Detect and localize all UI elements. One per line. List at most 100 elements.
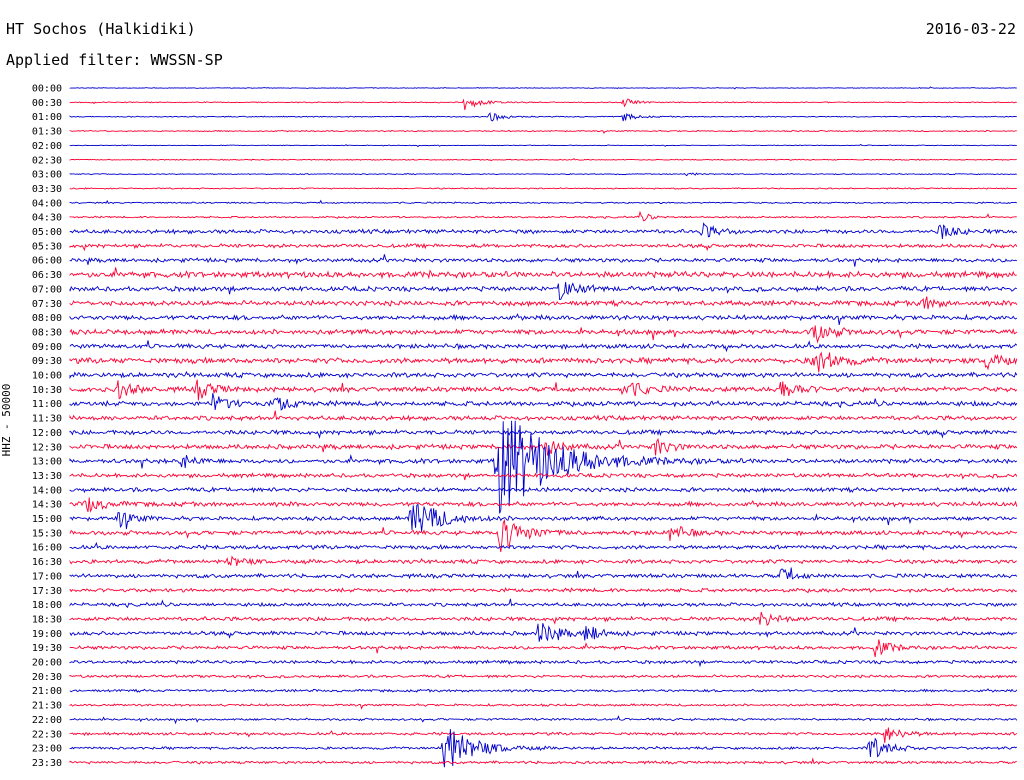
time-tick-label: 06:00 [32, 256, 62, 267]
time-tick-label: 07:00 [32, 284, 62, 295]
trace-0100 [69, 112, 1017, 122]
trace-2200 [69, 715, 1018, 725]
trace-1030 [69, 379, 1018, 401]
time-tick-label: 17:30 [32, 586, 62, 597]
time-tick-label: 20:00 [32, 658, 62, 669]
filter-label: Applied filter: WWSSN-SP [6, 51, 223, 69]
trace-0200 [69, 143, 1017, 148]
trace-1230 [69, 437, 1018, 456]
time-tick-label: 09:30 [32, 356, 62, 367]
time-tick-label: 08:30 [32, 327, 62, 338]
time-tick-label: 18:30 [32, 614, 62, 625]
time-tick-label: 05:30 [32, 241, 62, 252]
time-tick-label: 02:00 [32, 141, 62, 152]
trace-1530 [69, 518, 1018, 553]
trace-1130 [69, 410, 1017, 422]
trace-0830 [69, 325, 1018, 344]
trace-1930 [69, 639, 1018, 658]
trace-2300 [69, 729, 1018, 768]
time-tick-label: 22:30 [32, 729, 62, 740]
time-tick-label: 18:00 [32, 600, 62, 611]
trace-1830 [69, 611, 1018, 626]
date-label: 2016-03-22 [925, 20, 1016, 38]
time-tick-label: 09:00 [32, 342, 62, 353]
trace-2330 [69, 757, 1017, 765]
trace-0900 [69, 340, 1018, 353]
trace-1630 [69, 555, 1017, 566]
time-tick-label: 11:00 [32, 399, 62, 410]
trace-0930 [69, 351, 1018, 373]
trace-1100 [69, 393, 1018, 411]
trace-1600 [69, 541, 1018, 551]
trace-0700 [69, 281, 1018, 301]
trace-0730 [69, 296, 1018, 310]
time-tick-label: 00:30 [32, 98, 62, 109]
trace-1430 [69, 497, 1018, 513]
trace-1400 [69, 486, 1017, 494]
trace-0530 [69, 242, 1018, 252]
trace-0000 [69, 86, 1017, 90]
time-tick-label: 21:30 [32, 701, 62, 712]
time-tick-label: 16:30 [32, 557, 62, 568]
time-tick-label: 05:00 [32, 227, 62, 238]
trace-2100 [69, 688, 1018, 693]
trace-1800 [69, 598, 1018, 608]
time-tick-label: 19:00 [32, 629, 62, 640]
time-tick-label: 03:00 [32, 170, 62, 181]
trace-1000 [69, 370, 1018, 380]
time-tick-label: 00:00 [32, 84, 62, 95]
trace-0430 [69, 210, 1017, 222]
time-tick-label: 06:30 [32, 270, 62, 281]
time-tick-label: 04:00 [32, 198, 62, 209]
trace-0330 [69, 187, 1017, 190]
time-tick-label: 12:00 [32, 428, 62, 439]
trace-1300 [69, 420, 1018, 514]
time-tick-label: 14:00 [32, 485, 62, 496]
time-tick-label: 08:00 [32, 313, 62, 324]
trace-0500 [69, 222, 1018, 240]
time-tick-label: 01:30 [32, 127, 62, 138]
time-tick-label: 14:30 [32, 500, 62, 511]
trace-0630 [69, 267, 1017, 280]
time-tick-label: 03:30 [32, 184, 62, 195]
time-tick-label: 22:00 [32, 715, 62, 726]
time-tick-label: 23:30 [32, 758, 62, 769]
time-label-group: 00:00 00:30 01:00 01:30 02:00 02:30 03:00 03:30… [32, 84, 62, 769]
time-tick-label: 11:30 [32, 414, 62, 425]
time-tick-label: 16:00 [32, 543, 62, 554]
trace-1330 [69, 472, 1018, 481]
time-tick-label: 10:30 [32, 385, 62, 396]
time-tick-label: 04:30 [32, 213, 62, 224]
time-tick-label: 13:30 [32, 471, 62, 482]
trace-0600 [69, 254, 1018, 267]
trace-0030 [69, 98, 1017, 111]
trace-2130 [69, 703, 1018, 710]
trace-1730 [69, 587, 1018, 594]
trace-0800 [69, 313, 1018, 325]
time-tick-label: 23:00 [32, 744, 62, 755]
station-title: HT Sochos (Halkidiki) [6, 20, 196, 38]
trace-2000 [69, 659, 1018, 668]
channel-label: HHZ - 50000 [0, 383, 13, 457]
trace-2230 [69, 727, 1018, 743]
trace-1900 [69, 623, 1018, 642]
trace-1500 [69, 503, 1017, 532]
time-tick-label: 15:30 [32, 528, 62, 539]
time-tick-label: 21:00 [32, 686, 62, 697]
trace-1700 [69, 567, 1018, 580]
time-tick-label: 19:30 [32, 643, 62, 654]
trace-0400 [69, 199, 1018, 205]
time-tick-label: 07:30 [32, 299, 62, 310]
trace-group [69, 86, 1018, 768]
time-tick-label: 01:00 [32, 112, 62, 123]
time-tick-label: 13:00 [32, 457, 62, 468]
time-tick-label: 02:30 [32, 155, 62, 166]
time-tick-label: 10:00 [32, 371, 62, 382]
trace-0130 [69, 129, 1017, 134]
time-tick-label: 12:30 [32, 442, 62, 453]
trace-0300 [69, 172, 1017, 177]
time-tick-label: 20:30 [32, 672, 62, 683]
trace-0230 [69, 158, 1017, 162]
trace-2030 [69, 674, 1018, 680]
